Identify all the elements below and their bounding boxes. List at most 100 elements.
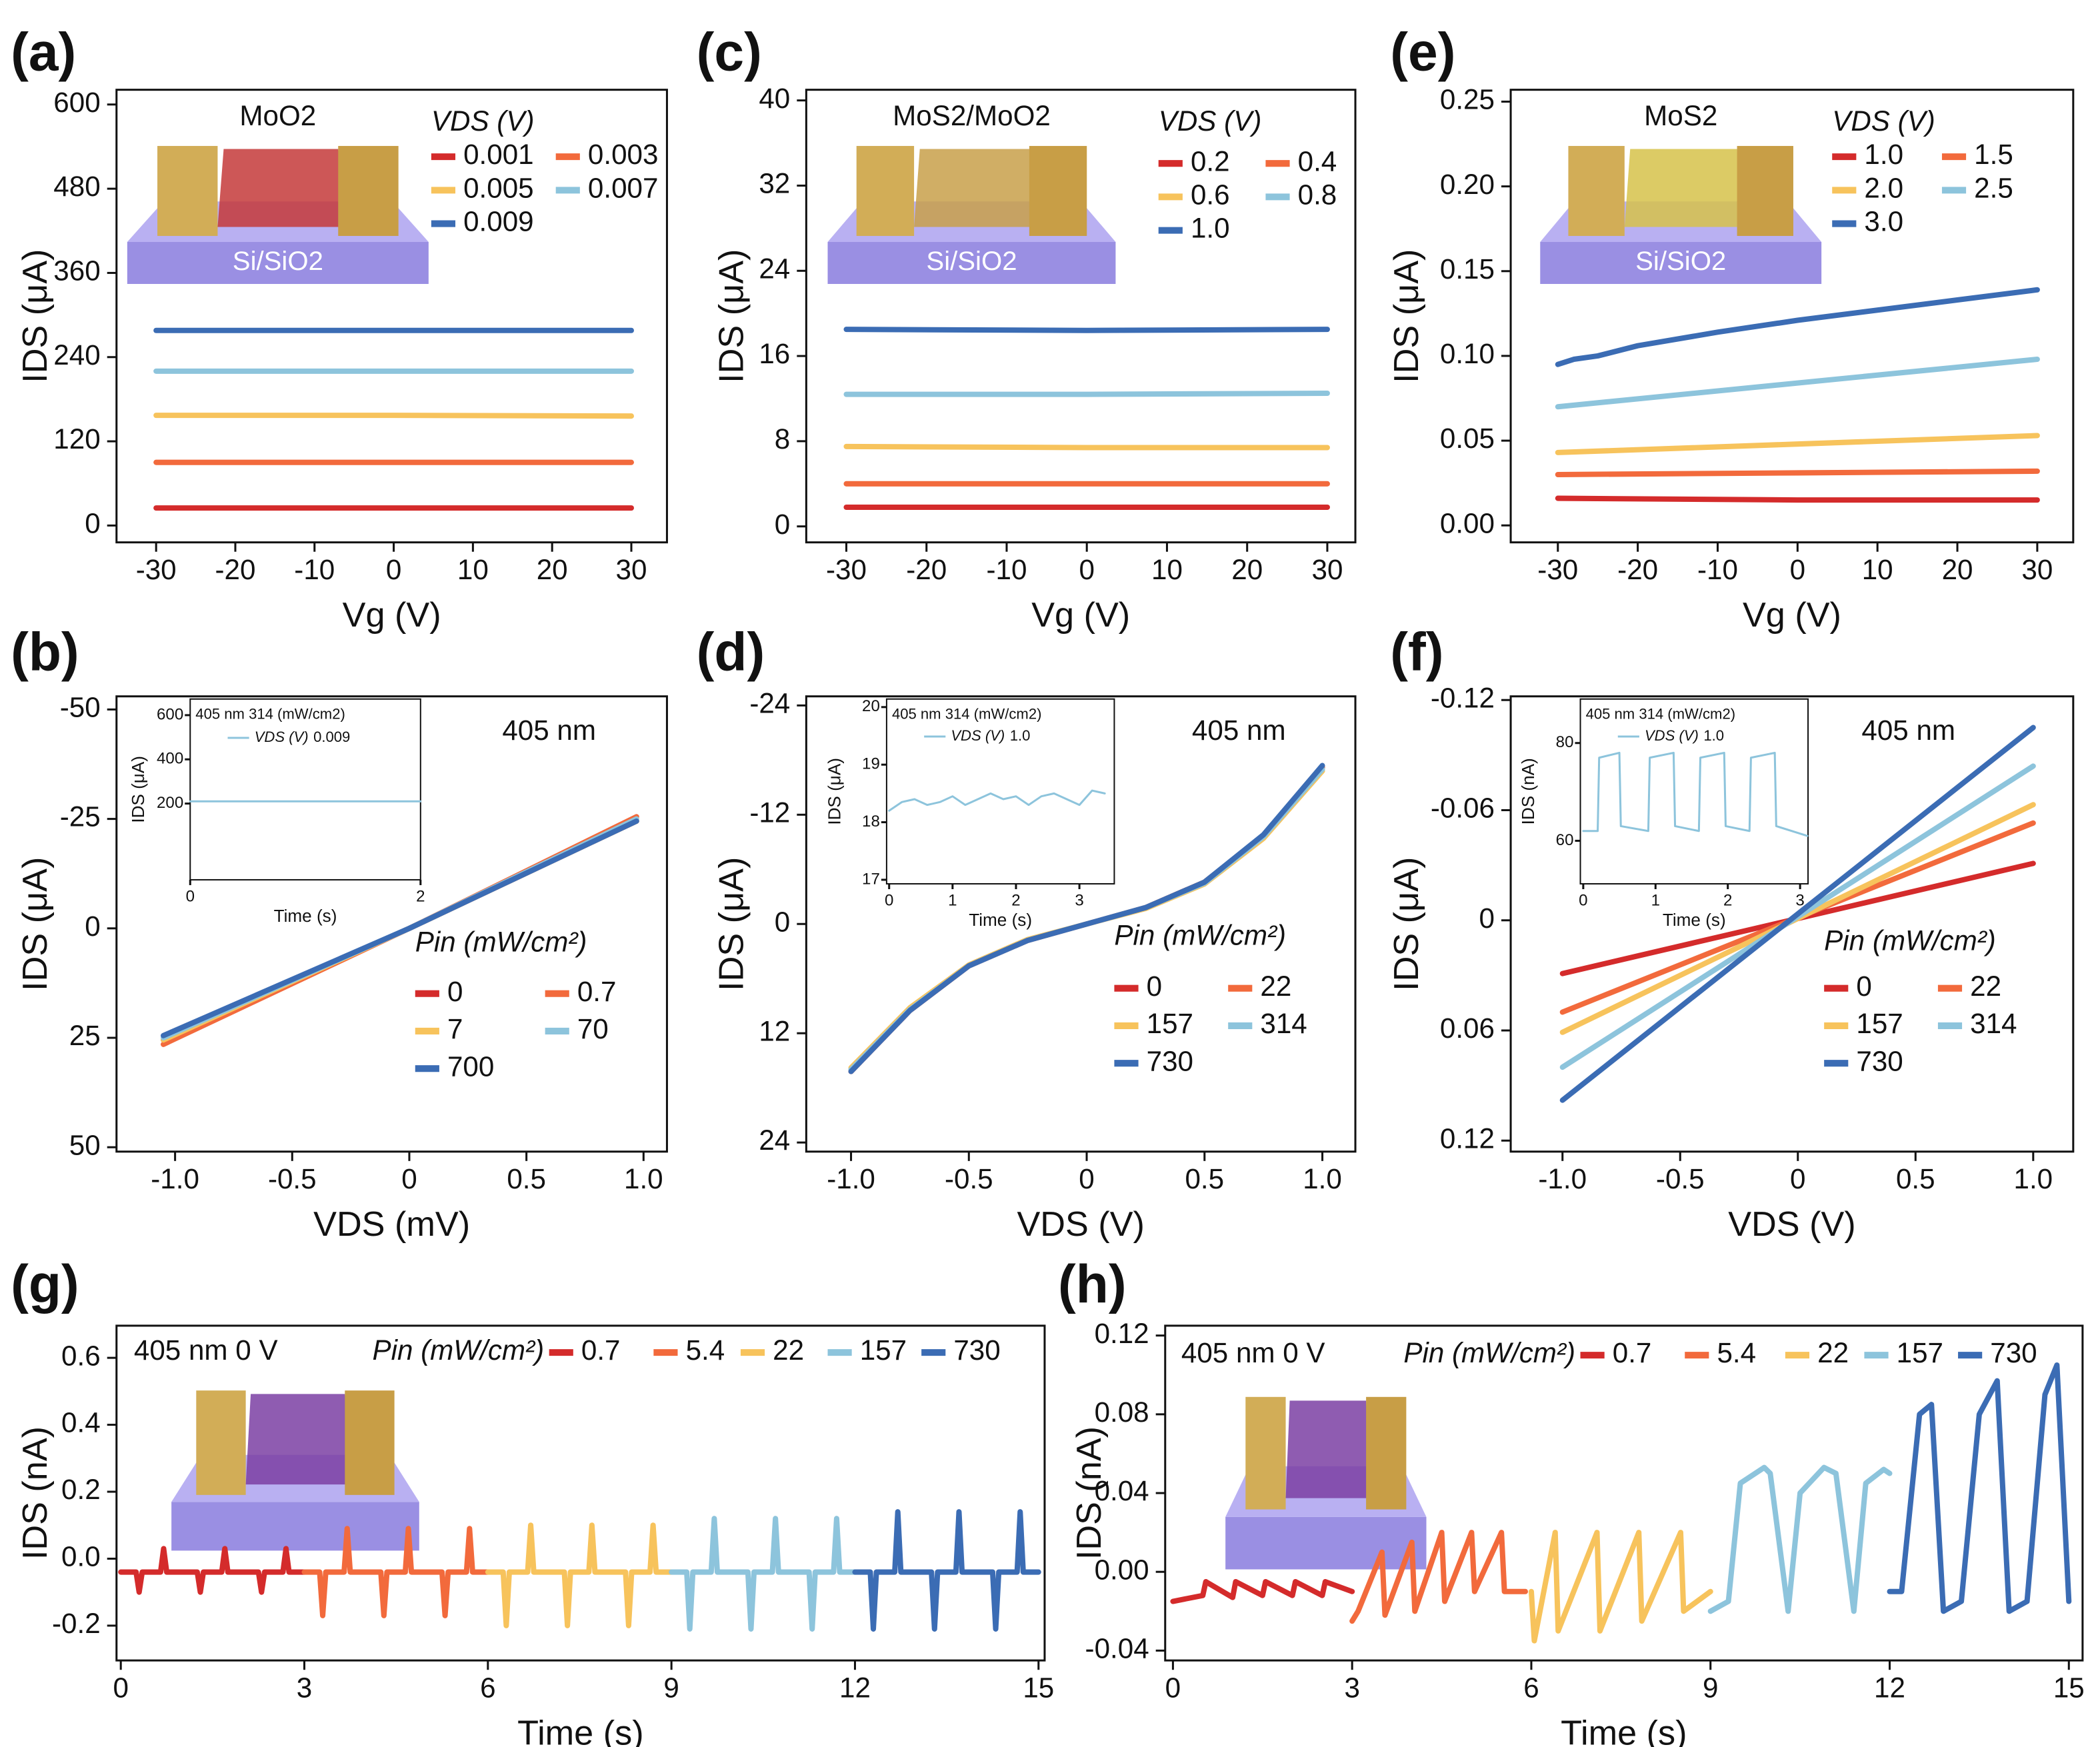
y-tick-label: 0.00 bbox=[1095, 1554, 1149, 1585]
data-line bbox=[118, 1546, 307, 1595]
x-tick-label: 0 bbox=[1079, 1163, 1094, 1194]
legend-label: 0.7 bbox=[577, 976, 617, 1007]
annotation: 405 nm bbox=[1861, 715, 1955, 746]
y-tick-label: 0.4 bbox=[61, 1407, 101, 1438]
annotation: 405 nm bbox=[502, 715, 596, 746]
x-tick-label: -30 bbox=[826, 554, 867, 585]
x-axis-label: VDS (mV) bbox=[313, 1205, 470, 1244]
electrode bbox=[1568, 145, 1625, 236]
legend-label: 2.5 bbox=[1974, 172, 2013, 203]
inset-title: 405 nm 314 (mW/cm2) bbox=[892, 706, 1042, 723]
legend-title: VDS (V) bbox=[1832, 105, 1935, 137]
x-tick-label: 20 bbox=[537, 554, 568, 585]
x-tick-label: -20 bbox=[906, 554, 947, 585]
x-tick-label: 1 bbox=[948, 891, 957, 909]
x-tick-label: 0 bbox=[386, 554, 401, 585]
electrode bbox=[856, 145, 915, 236]
y-tick-label: 0.0 bbox=[61, 1541, 101, 1572]
y-tick-label: 360 bbox=[53, 255, 100, 287]
data-line bbox=[1555, 433, 2040, 455]
legend-title: VDS (V) bbox=[431, 105, 535, 137]
y-tick-label: 0.25 bbox=[1440, 84, 1495, 115]
x-tick-label: 30 bbox=[2021, 554, 2053, 585]
electrode bbox=[1737, 145, 1793, 236]
plot-area bbox=[1579, 698, 1809, 884]
legend-title: Pin (mW/cm²) bbox=[415, 926, 587, 958]
legend-title: VDS (V) bbox=[255, 729, 309, 745]
x-tick-label: 12 bbox=[1874, 1672, 1905, 1703]
x-tick-label: -20 bbox=[1617, 554, 1658, 585]
y-axis-label: IDS (μA) bbox=[713, 249, 751, 383]
legend-title: VDS (V) bbox=[951, 727, 1005, 744]
x-tick-label: -10 bbox=[1697, 554, 1738, 585]
data-line bbox=[1707, 1464, 1893, 1614]
data-line bbox=[1555, 357, 2040, 410]
legend-title: VDS (V) bbox=[1645, 727, 1699, 744]
y-tick-label: 480 bbox=[53, 171, 100, 202]
x-tick-label: 0 bbox=[1579, 891, 1587, 909]
x-axis-label: VDS (V) bbox=[1017, 1205, 1145, 1244]
legend-title: Pin (mW/cm²) bbox=[1114, 919, 1286, 950]
x-tick-label: 2 bbox=[1723, 891, 1732, 909]
y-tick-label: 16 bbox=[759, 338, 790, 369]
y-axis-label: IDS (μA) bbox=[1387, 249, 1426, 383]
x-tick-label: 3 bbox=[1075, 891, 1083, 909]
channel bbox=[245, 1394, 350, 1485]
legend-label: 0.4 bbox=[1298, 145, 1337, 177]
y-tick-label: 18 bbox=[862, 813, 880, 831]
legend-label: 157 bbox=[1856, 1008, 1903, 1039]
material-label: MoO2 bbox=[239, 100, 316, 131]
x-axis-label: Time (s) bbox=[1663, 910, 1726, 930]
legend-label: 22 bbox=[773, 1334, 804, 1366]
x-tick-label: 0 bbox=[1079, 554, 1094, 585]
y-axis-label: IDS (μA) bbox=[128, 756, 148, 823]
y-tick-label: 120 bbox=[53, 423, 100, 455]
panel-label: (d) bbox=[697, 623, 765, 683]
electrode bbox=[345, 1390, 395, 1495]
x-tick-label: 3 bbox=[1344, 1672, 1359, 1703]
x-tick-label: 0 bbox=[885, 891, 893, 909]
device-illustration bbox=[171, 1390, 419, 1551]
x-tick-label: 0 bbox=[1165, 1672, 1181, 1703]
legend-label: 730 bbox=[1856, 1045, 1903, 1076]
electrode bbox=[157, 145, 218, 236]
data-line bbox=[1349, 1530, 1529, 1624]
x-tick-label: 20 bbox=[1942, 554, 1973, 585]
x-tick-label: -20 bbox=[215, 554, 256, 585]
substrate-label: Si/SiO2 bbox=[1635, 246, 1726, 276]
legend-label: 0.7 bbox=[581, 1334, 621, 1366]
data-line bbox=[1582, 751, 1809, 837]
x-axis-label: Time (s) bbox=[517, 1714, 644, 1747]
legend-label: 0.001 bbox=[463, 139, 534, 170]
y-tick-label: 32 bbox=[759, 168, 790, 199]
x-tick-label: 1.0 bbox=[2013, 1163, 2053, 1194]
y-tick-label: 0.10 bbox=[1440, 338, 1495, 369]
inset-title: 405 nm 314 (mW/cm2) bbox=[1586, 706, 1736, 723]
channel bbox=[1624, 149, 1743, 227]
x-tick-label: 6 bbox=[1523, 1672, 1539, 1703]
y-tick-label: 240 bbox=[53, 339, 100, 371]
panel-label: (f) bbox=[1390, 623, 1443, 683]
y-tick-label: 50 bbox=[69, 1129, 101, 1160]
y-tick-label: -0.04 bbox=[1085, 1633, 1149, 1664]
x-tick-label: 0 bbox=[1790, 1163, 1805, 1194]
annotation: 405 nm bbox=[1192, 715, 1286, 746]
x-axis-label: VDS (V) bbox=[1728, 1205, 1856, 1244]
y-tick-label: 0.12 bbox=[1440, 1122, 1495, 1154]
x-tick-label: -10 bbox=[987, 554, 1027, 585]
device-illustration bbox=[1225, 1396, 1427, 1570]
legend-label: 22 bbox=[1817, 1337, 1849, 1368]
substrate-label: Si/SiO2 bbox=[233, 246, 323, 276]
y-axis-label: IDS (nA) bbox=[1518, 758, 1538, 825]
electrode bbox=[1029, 145, 1087, 236]
data-line bbox=[485, 1522, 675, 1628]
data-line bbox=[843, 443, 1330, 451]
legend-label: 0.005 bbox=[463, 172, 534, 203]
x-tick-label: 2 bbox=[416, 887, 425, 905]
electrode bbox=[338, 145, 399, 236]
x-tick-label: 30 bbox=[1311, 554, 1343, 585]
x-tick-label: 3 bbox=[297, 1672, 312, 1703]
legend-label: 0 bbox=[1147, 970, 1162, 1002]
annotation: 405 nm 0 V bbox=[1181, 1337, 1325, 1368]
x-tick-label: -30 bbox=[1537, 554, 1578, 585]
